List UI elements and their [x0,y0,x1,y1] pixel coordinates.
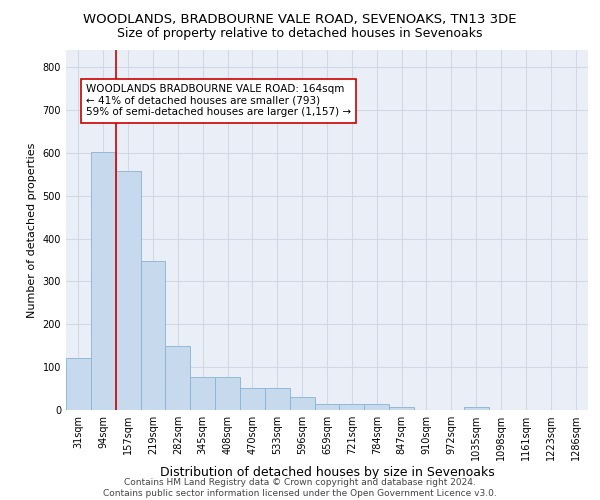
Bar [190,376,215,410]
Text: Size of property relative to detached houses in Sevenoaks: Size of property relative to detached ho… [117,28,483,40]
Y-axis label: Number of detached properties: Number of detached properties [27,142,37,318]
Bar [240,388,265,410]
Bar [66,358,91,410]
Bar [340,404,364,410]
Text: Contains HM Land Registry data © Crown copyright and database right 2024.
Contai: Contains HM Land Registry data © Crown c… [103,478,497,498]
Text: WOODLANDS BRADBOURNE VALE ROAD: 164sqm
← 41% of detached houses are smaller (793: WOODLANDS BRADBOURNE VALE ROAD: 164sqm ←… [86,84,351,117]
Bar [389,407,414,410]
Bar [116,171,140,410]
Bar [215,376,240,410]
Bar [314,404,340,410]
Bar [166,346,190,410]
Bar [464,408,488,410]
Text: WOODLANDS, BRADBOURNE VALE ROAD, SEVENOAKS, TN13 3DE: WOODLANDS, BRADBOURNE VALE ROAD, SEVENOA… [83,12,517,26]
Bar [364,404,389,410]
Bar [265,388,290,410]
Bar [290,397,314,410]
Bar [140,262,166,410]
X-axis label: Distribution of detached houses by size in Sevenoaks: Distribution of detached houses by size … [160,466,494,479]
Bar [91,152,116,410]
